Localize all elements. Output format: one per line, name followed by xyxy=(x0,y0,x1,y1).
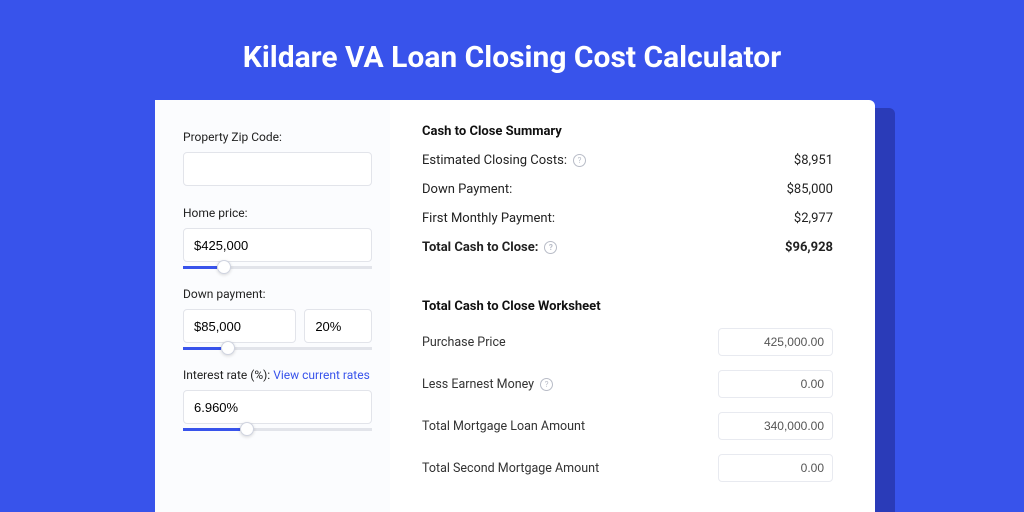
worksheet-section: Total Cash to Close Worksheet Purchase P… xyxy=(404,285,851,510)
worksheet-row-input[interactable] xyxy=(718,454,833,482)
summary-row-label: Estimated Closing Costs: xyxy=(422,153,567,168)
down-payment-label: Down payment: xyxy=(183,287,372,301)
home-price-label: Home price: xyxy=(183,206,372,220)
summary-total-label: Total Cash to Close: xyxy=(422,240,538,255)
summary-title: Cash to Close Summary xyxy=(422,124,833,139)
summary-row: Down Payment: $85,000 xyxy=(422,182,833,197)
home-price-field-group: Home price: xyxy=(183,206,372,269)
interest-field-group: Interest rate (%): View current rates xyxy=(183,368,372,431)
worksheet-row-input[interactable] xyxy=(718,412,833,440)
worksheet-row: Purchase Price xyxy=(422,328,833,356)
zip-input[interactable] xyxy=(183,152,372,186)
slider-fill xyxy=(183,428,240,431)
slider-thumb[interactable] xyxy=(221,341,235,355)
worksheet-title: Total Cash to Close Worksheet xyxy=(422,299,833,314)
down-payment-slider[interactable] xyxy=(183,347,372,350)
worksheet-row: Total Mortgage Loan Amount xyxy=(422,412,833,440)
worksheet-row-input[interactable] xyxy=(718,328,833,356)
worksheet-row: Total Second Mortgage Amount xyxy=(422,454,833,482)
summary-row-value: $2,977 xyxy=(794,211,833,226)
worksheet-row-label: Purchase Price xyxy=(422,335,506,350)
interest-label-text: Interest rate (%): xyxy=(183,368,273,382)
slider-thumb[interactable] xyxy=(217,260,231,274)
zip-label: Property Zip Code: xyxy=(183,130,372,144)
help-icon[interactable]: ? xyxy=(573,154,586,167)
summary-row-value: $8,951 xyxy=(794,153,833,168)
results-column: Cash to Close Summary Estimated Closing … xyxy=(390,100,875,512)
page-root: Kildare VA Loan Closing Cost Calculator … xyxy=(0,0,1024,512)
summary-row-value: $85,000 xyxy=(787,182,833,197)
summary-row-label: Down Payment: xyxy=(422,182,512,197)
interest-input[interactable] xyxy=(183,390,372,424)
interest-slider[interactable] xyxy=(183,428,372,431)
page-title: Kildare VA Loan Closing Cost Calculator xyxy=(0,0,1024,75)
view-rates-link[interactable]: View current rates xyxy=(273,368,370,382)
summary-row: Estimated Closing Costs: ? $8,951 xyxy=(422,153,833,168)
home-price-slider[interactable] xyxy=(183,266,372,269)
calculator-panel: Property Zip Code: Home price: Down paym… xyxy=(155,100,875,512)
down-payment-pct-input[interactable] xyxy=(304,309,372,343)
help-icon[interactable]: ? xyxy=(540,378,553,391)
summary-total-value: $96,928 xyxy=(785,240,833,255)
zip-field-group: Property Zip Code: xyxy=(183,130,372,192)
worksheet-row-label: Total Mortgage Loan Amount xyxy=(422,419,585,434)
summary-total-row: Total Cash to Close: ? $96,928 xyxy=(422,240,833,255)
worksheet-row: Less Earnest Money ? xyxy=(422,370,833,398)
inputs-column: Property Zip Code: Home price: Down paym… xyxy=(155,100,390,512)
summary-section: Cash to Close Summary Estimated Closing … xyxy=(404,118,851,271)
down-payment-input[interactable] xyxy=(183,309,296,343)
summary-row: First Monthly Payment: $2,977 xyxy=(422,211,833,226)
help-icon[interactable]: ? xyxy=(544,241,557,254)
worksheet-row-input[interactable] xyxy=(718,370,833,398)
summary-row-label: First Monthly Payment: xyxy=(422,211,555,226)
slider-fill xyxy=(183,266,217,269)
interest-label: Interest rate (%): View current rates xyxy=(183,368,372,382)
slider-fill xyxy=(183,347,221,350)
home-price-input[interactable] xyxy=(183,228,372,262)
down-payment-field-group: Down payment: xyxy=(183,287,372,350)
worksheet-row-label: Total Second Mortgage Amount xyxy=(422,461,599,476)
down-payment-row xyxy=(183,309,372,349)
worksheet-row-label: Less Earnest Money xyxy=(422,377,534,392)
slider-thumb[interactable] xyxy=(240,422,254,436)
